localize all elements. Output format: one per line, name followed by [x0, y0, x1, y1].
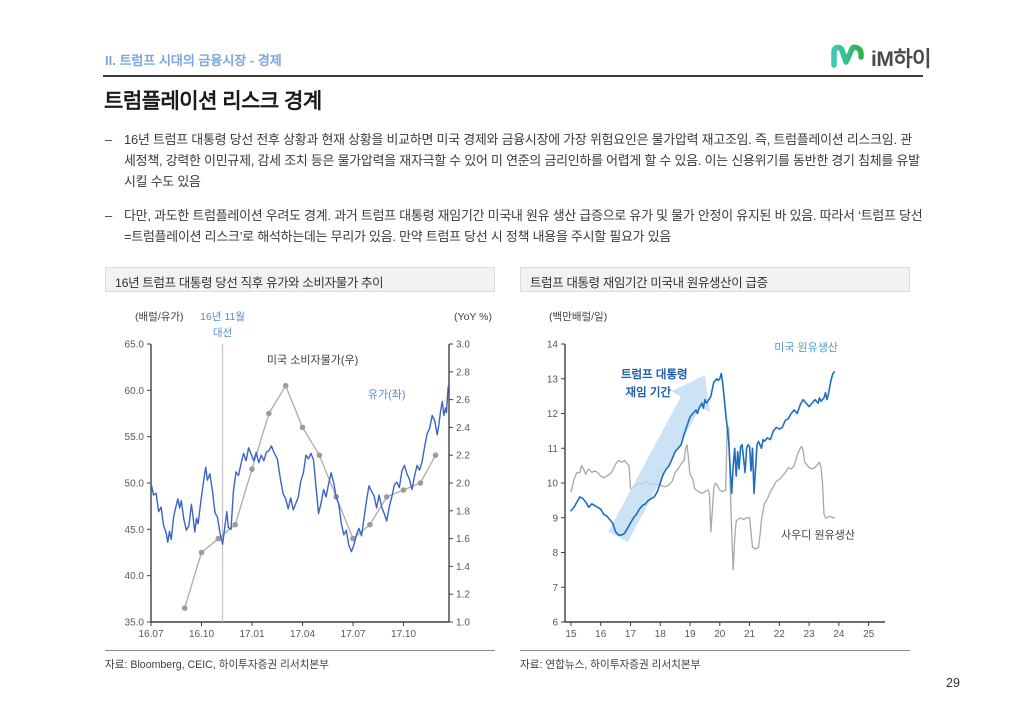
left-chart-title: 16년 트럼프 대통령 당선 직후 유가와 소비자물가 추이 [105, 267, 495, 292]
svg-text:6: 6 [552, 618, 558, 629]
svg-text:16년 11월: 16년 11월 [200, 311, 245, 323]
breadcrumb: II. 트럼프 시대의 금융시장 - 경제 [105, 53, 282, 68]
svg-text:1.0: 1.0 [456, 618, 470, 629]
bullet-dash: – [105, 207, 112, 223]
svg-text:16.10: 16.10 [189, 629, 214, 640]
svg-text:2.4: 2.4 [456, 423, 470, 434]
bullet-text: 16년 트럼프 대통령 당선 전후 상황과 현재 상황을 비교하면 미국 경제와… [124, 132, 920, 189]
svg-text:7: 7 [552, 583, 558, 594]
svg-text:(YoY %): (YoY %) [454, 311, 492, 323]
svg-text:트럼프 대통령: 트럼프 대통령 [621, 367, 688, 381]
svg-text:21: 21 [744, 629, 756, 640]
svg-text:10: 10 [547, 479, 559, 490]
svg-text:22: 22 [774, 629, 786, 640]
svg-text:12: 12 [547, 409, 559, 420]
svg-text:55.0: 55.0 [125, 432, 145, 443]
svg-text:2.0: 2.0 [456, 479, 470, 490]
svg-text:1.4: 1.4 [456, 562, 470, 573]
svg-text:1.2: 1.2 [456, 590, 470, 601]
svg-text:19: 19 [684, 629, 696, 640]
header-rule [103, 75, 923, 77]
oil-cpi-chart: 35.0 40.0 45.0 50.0 55.0 60.0 65.0 1.0 1.2 1.4 1.6… [125, 310, 492, 640]
svg-text:65.0: 65.0 [125, 340, 145, 351]
svg-text:13: 13 [547, 374, 559, 385]
svg-text:60.0: 60.0 [125, 386, 145, 397]
svg-text:16: 16 [595, 629, 607, 640]
svg-text:50.0: 50.0 [125, 479, 145, 490]
svg-text:2.2: 2.2 [456, 451, 470, 462]
left-chart-source: 자료: Bloomberg, CEIC, 하이투자증권 리서치본부 [105, 650, 495, 672]
svg-text:24: 24 [833, 629, 845, 640]
logo-mark-icon [830, 42, 866, 74]
svg-text:17: 17 [625, 629, 637, 640]
svg-text:9: 9 [552, 513, 558, 524]
svg-text:2.6: 2.6 [456, 395, 470, 406]
svg-text:16.07: 16.07 [138, 629, 163, 640]
logo: iM하이 [830, 42, 931, 74]
svg-text:17.01: 17.01 [240, 629, 265, 640]
svg-text:45.0: 45.0 [125, 525, 145, 536]
left-chart-panel: 16년 트럼프 대통령 당선 직후 유가와 소비자물가 추이 35.0 40.0 4… [105, 267, 495, 672]
svg-text:3.0: 3.0 [456, 340, 470, 351]
page-title: 트럼플레이션 리스크 경계 [104, 90, 322, 113]
right-chart-source: 자료: 연합뉴스, 하이투자증권 리서치본부 [520, 650, 910, 672]
bullet-list: – 16년 트럼프 대통령 당선 전후 상황과 현재 상황을 비교하면 미국 경… [105, 130, 923, 261]
svg-text:15: 15 [565, 629, 577, 640]
svg-text:14: 14 [547, 340, 559, 351]
svg-text:1.6: 1.6 [456, 534, 470, 545]
svg-text:미국 원유생산: 미국 원유생산 [774, 341, 838, 354]
svg-text:17.10: 17.10 [391, 629, 416, 640]
page-number: 29 [946, 676, 960, 690]
svg-text:17.07: 17.07 [341, 629, 366, 640]
svg-text:미국 소비자물가(우): 미국 소비자물가(우) [267, 354, 358, 367]
svg-text:(백만배럴/일): (백만배럴/일) [549, 310, 607, 323]
right-chart-title: 트럼프 대통령 재임기간 미국내 원유생산이 급증 [520, 267, 910, 292]
crude-production-chart: 6 7 8 9 10 11 12 13 14 15 16 17 18 19 20 21 22 23 24 25 (백만배… [547, 310, 885, 640]
bullet-item: – 16년 트럼프 대통령 당선 전후 상황과 현재 상황을 비교하면 미국 경… [105, 130, 923, 193]
bullet-dash: – [105, 132, 112, 147]
svg-text:11: 11 [548, 444, 559, 455]
svg-text:재임 기간: 재임 기간 [626, 385, 672, 399]
svg-text:20: 20 [714, 629, 726, 640]
bullet-item: – 다만, 과도한 트럼플레이션 우려도 경계. 과거 트럼프 대통령 재임기간… [105, 206, 923, 248]
bullet-text: 다만, 과도한 트럼플레이션 우려도 경계. 과거 트럼프 대통령 재임기간 미… [124, 207, 923, 244]
svg-text:2.8: 2.8 [456, 367, 470, 378]
svg-text:1.8: 1.8 [456, 506, 470, 517]
svg-text:17.04: 17.04 [290, 629, 315, 640]
svg-text:유가(좌): 유가(좌) [368, 388, 406, 401]
svg-text:40.0: 40.0 [125, 571, 145, 582]
svg-text:35.0: 35.0 [125, 618, 145, 629]
svg-text:23: 23 [804, 629, 816, 640]
logo-text: iM하이 [871, 48, 931, 71]
svg-text:18: 18 [655, 629, 667, 640]
svg-text:25: 25 [863, 629, 875, 640]
right-chart-panel: 트럼프 대통령 재임기간 미국내 원유생산이 급증 6 7 8 9 10 11 12 13 14… [520, 267, 910, 672]
svg-text:8: 8 [552, 548, 558, 559]
svg-text:대선: 대선 [213, 327, 232, 339]
svg-text:사우디 원유생산: 사우디 원유생산 [781, 529, 855, 542]
svg-text:(배럴/유가): (배럴/유가) [135, 310, 184, 323]
